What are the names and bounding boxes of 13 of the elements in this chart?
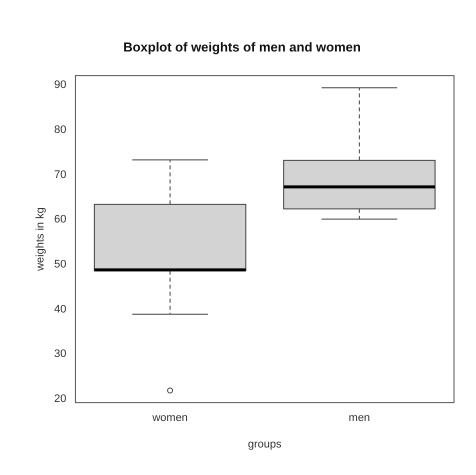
y-tick-label: 20 [54, 393, 66, 406]
y-tick-label: 50 [54, 258, 66, 270]
chart-title: Boxplot of weights of men and women [123, 39, 361, 54]
x-axis-title: groups [248, 438, 282, 450]
y-tick-label: 70 [54, 168, 66, 181]
x-tick-label: men [348, 412, 370, 424]
y-tick-label: 90 [54, 79, 66, 92]
y-tick-label: 30 [54, 348, 66, 360]
y-tick-label: 60 [54, 214, 66, 226]
y-tick-label: 80 [54, 124, 66, 136]
y-axis-title: weights in kg [34, 207, 47, 272]
x-tick-label: women [151, 412, 188, 424]
y-tick-label: 40 [54, 303, 66, 316]
